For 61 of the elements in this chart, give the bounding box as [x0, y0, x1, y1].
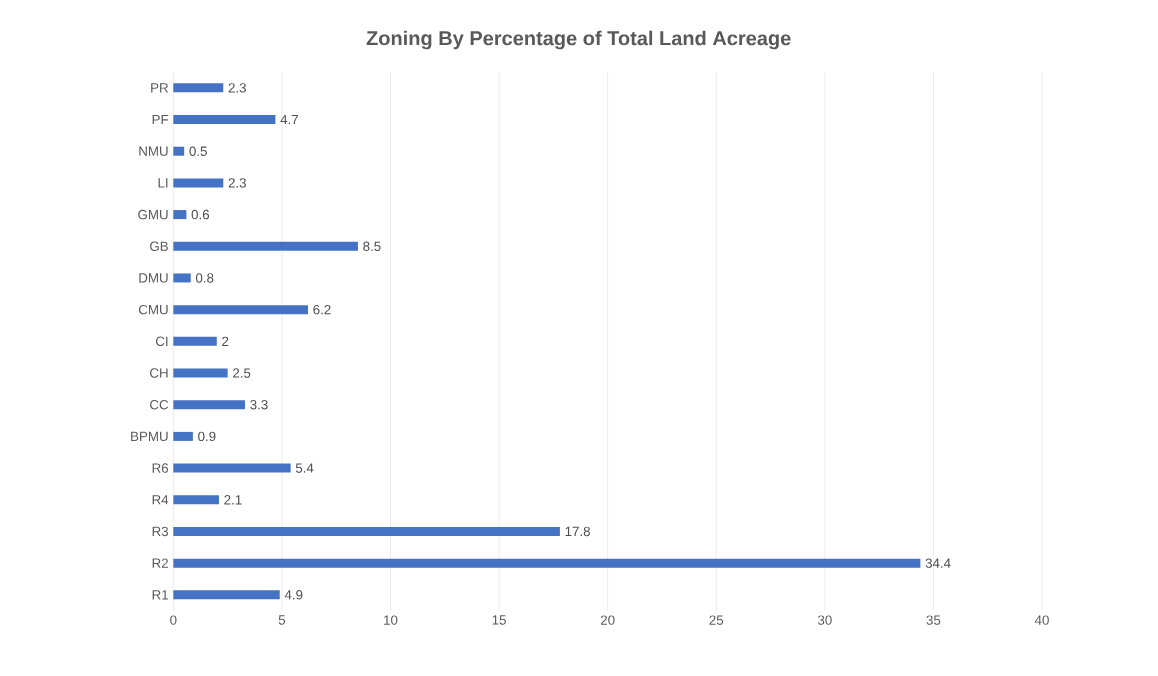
data-label: 2.3 — [228, 178, 246, 188]
y-tick-label: GMU — [138, 209, 168, 220]
bar — [173, 305, 308, 315]
x-tick-label: 30 — [817, 615, 832, 625]
x-tick-label: 20 — [600, 615, 615, 625]
data-label: 2.1 — [224, 495, 242, 505]
data-label: 5.4 — [295, 463, 314, 473]
y-tick-label: CH — [150, 368, 168, 378]
y-tick-label: R3 — [152, 526, 169, 537]
data-label: 0.5 — [189, 146, 207, 156]
bar — [173, 431, 193, 441]
bar — [173, 336, 217, 346]
bar — [173, 590, 280, 600]
x-tick-label: 10 — [384, 615, 398, 625]
x-tick-label: 35 — [926, 615, 941, 625]
y-tick-label: LI — [158, 178, 168, 188]
y-tick-label: R6 — [152, 463, 169, 473]
data-label: 2 — [222, 336, 229, 346]
y-tick-label: R4 — [152, 495, 169, 505]
bar — [173, 241, 358, 251]
bar — [173, 526, 560, 536]
y-tick-label: CC — [150, 399, 169, 410]
bar — [173, 146, 185, 156]
y-tick-label: R2 — [152, 558, 168, 568]
data-label: 8.5 — [363, 241, 381, 251]
y-tick-label: DMU — [139, 273, 168, 283]
x-tick-label: 0 — [170, 615, 177, 625]
y-tick-label: R1 — [152, 590, 168, 600]
data-label: 2.5 — [233, 368, 251, 378]
data-label: 4.9 — [284, 590, 303, 600]
bar — [173, 273, 191, 283]
y-tick-label: BPMU — [131, 431, 168, 442]
data-label: 0.9 — [198, 431, 216, 442]
data-label: 0.8 — [195, 273, 214, 283]
bar — [173, 495, 219, 505]
x-tick-label: 40 — [1034, 615, 1049, 625]
bar — [173, 368, 228, 378]
data-label: 4.7 — [280, 114, 298, 125]
x-tick-label: 25 — [709, 615, 724, 625]
y-tick-label: GB — [150, 241, 168, 251]
bar — [173, 558, 921, 568]
data-label: 0.6 — [191, 209, 210, 220]
y-tick-label: NMU — [139, 146, 168, 156]
bar — [173, 178, 224, 188]
bar — [173, 400, 245, 410]
x-tick-label: 15 — [492, 615, 506, 625]
x-tick-label: 5 — [278, 615, 286, 625]
data-label: 2.3 — [228, 83, 246, 93]
bar — [173, 83, 224, 93]
chart-title: Zoning By Percentage of Total Land Acreage — [366, 30, 791, 50]
bar — [173, 115, 276, 125]
data-label: 17.8 — [565, 526, 590, 537]
data-label: 34.4 — [925, 558, 951, 568]
data-label: 3.3 — [250, 399, 268, 410]
bar — [173, 463, 291, 473]
y-tick-label: PF — [152, 114, 169, 125]
y-tick-label: CMU — [138, 304, 168, 315]
y-tick-label: CI — [155, 336, 168, 347]
bar — [173, 210, 187, 220]
data-label: 6.2 — [313, 304, 331, 315]
y-tick-label: PR — [151, 83, 169, 93]
